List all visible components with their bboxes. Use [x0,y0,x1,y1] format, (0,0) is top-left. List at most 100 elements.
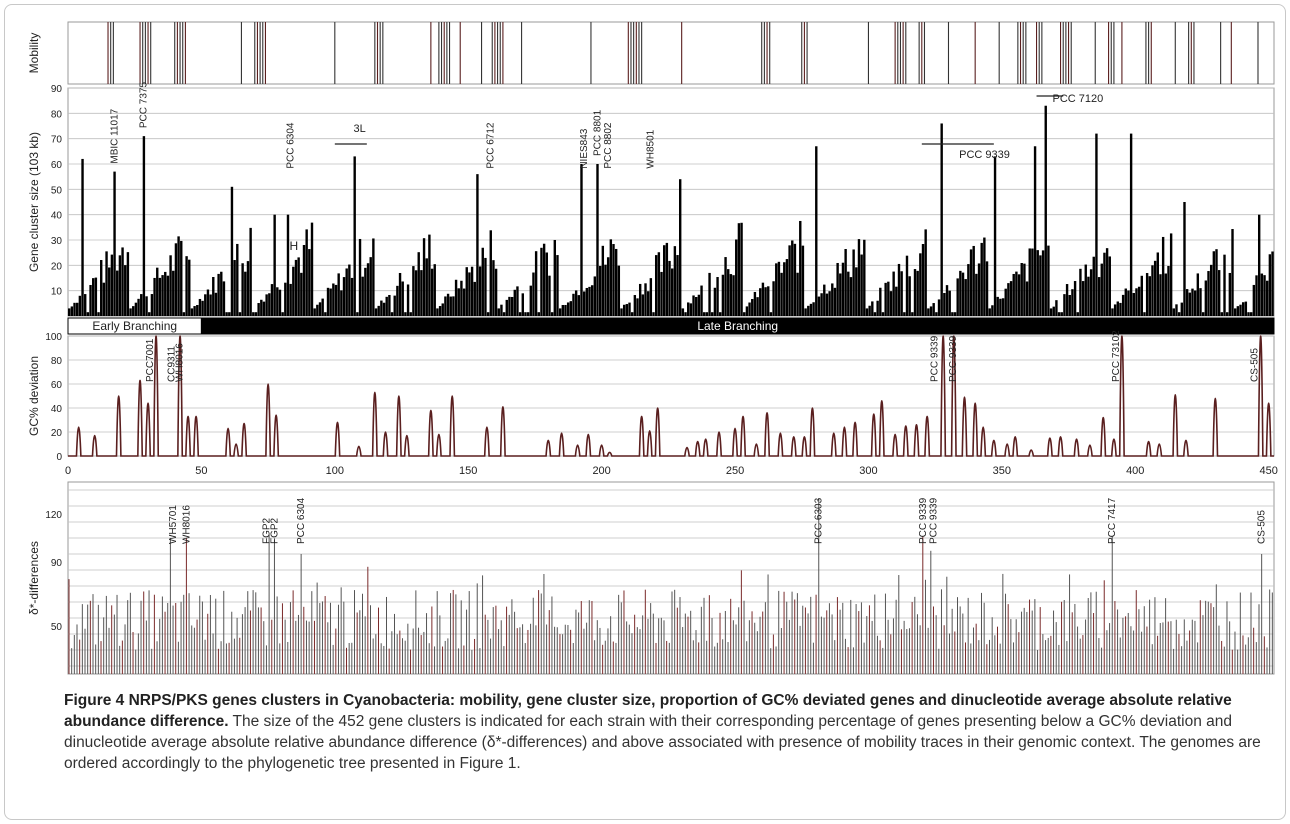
size-bar [625,304,629,316]
size-bar [465,267,468,316]
mobility-bars [107,22,1259,84]
size-bar [1257,214,1261,316]
size-bar [588,286,591,316]
size-bar [260,299,263,316]
size-bar [905,255,909,316]
mobility-axis-title: Mobility [27,33,41,74]
size-bar [716,277,719,316]
size-bar [1153,260,1157,316]
size-bar [238,312,242,316]
size-bar [1161,236,1165,316]
size-bar [833,287,837,316]
size-bar [444,296,447,316]
size-bar [948,290,951,316]
size-bar [209,294,212,316]
size-bar [1137,286,1141,316]
size-bar [422,238,426,316]
size-bar [807,305,810,316]
size-bar [356,312,359,316]
size-bar [118,255,122,316]
size-bar [572,293,575,316]
size-bar [561,305,565,316]
size-bar [1215,249,1218,316]
size-bar [404,312,407,316]
size-annotation: PCC 9339 [959,149,1010,161]
size-bar [1145,273,1149,316]
size-bar [799,220,802,316]
size-bar [68,308,71,316]
size-tick-label: 40 [51,211,63,222]
size-bar [529,285,532,316]
size-bar [638,283,642,316]
size-bar [142,136,146,316]
size-bar [252,312,255,316]
size-bar [761,282,765,316]
size-bar [1223,254,1226,316]
size-bar [494,268,498,316]
size-bar [116,270,119,316]
size-bar [1249,312,1253,316]
gc-tick-label: 40 [51,404,63,415]
size-bar [1167,265,1170,316]
size-bar [1140,275,1143,316]
size-bar [604,264,607,316]
size-bar [964,279,967,316]
size-bar [150,294,154,316]
size-bar [1217,270,1221,316]
size-bar [284,282,287,316]
size-bar [630,312,634,316]
size-bar [492,260,495,316]
size-bar [1020,263,1023,316]
size-bar [868,305,871,316]
size-bar [390,312,394,316]
size-bar [518,312,522,316]
size-bar [1041,250,1045,316]
x-tick-label: 400 [1126,465,1144,477]
size-annotation: PCC 8802 [603,122,614,169]
y-axis-labels: Mobility Gene cluster size (103 kb) GC% de… [27,33,41,615]
size-bar [478,266,482,316]
size-bar [441,303,444,316]
size-bar [1244,301,1248,316]
size-bar [943,292,946,316]
size-bar [246,261,250,316]
size-bar [681,308,685,316]
size-bar [1263,275,1266,316]
size-bar [558,308,562,316]
size-bar [764,287,767,316]
size-bar [695,297,698,316]
size-bar [134,302,138,316]
size-bar [721,274,725,316]
size-bar [182,312,186,316]
size-bar [108,267,111,316]
size-bar [473,281,476,316]
size-bar [188,259,191,316]
size-bar [113,171,116,316]
size-bar [1031,248,1034,316]
size-bar [198,298,202,316]
size-bar [1241,302,1245,316]
size-bar [201,300,204,316]
size-bar [406,284,410,316]
size-bar [484,257,487,316]
delta-tick-label: 120 [45,510,62,521]
size-bar [977,263,981,316]
size-bar [524,312,527,316]
size-bar [860,254,863,316]
size-bar [636,298,639,316]
size-bar [823,284,826,316]
size-bar [457,288,460,316]
size-annotation: 3L [353,123,365,135]
size-bar [265,294,268,316]
size-bar [446,293,450,316]
size-bar [825,293,829,316]
size-bar [334,284,338,316]
size-bar [380,300,383,316]
size-bar [935,312,938,316]
size-bar [622,304,626,316]
size-annotation: PCC 8801 [592,109,603,156]
size-bar [727,269,730,316]
size-bar [569,301,573,316]
size-bar [180,240,183,316]
